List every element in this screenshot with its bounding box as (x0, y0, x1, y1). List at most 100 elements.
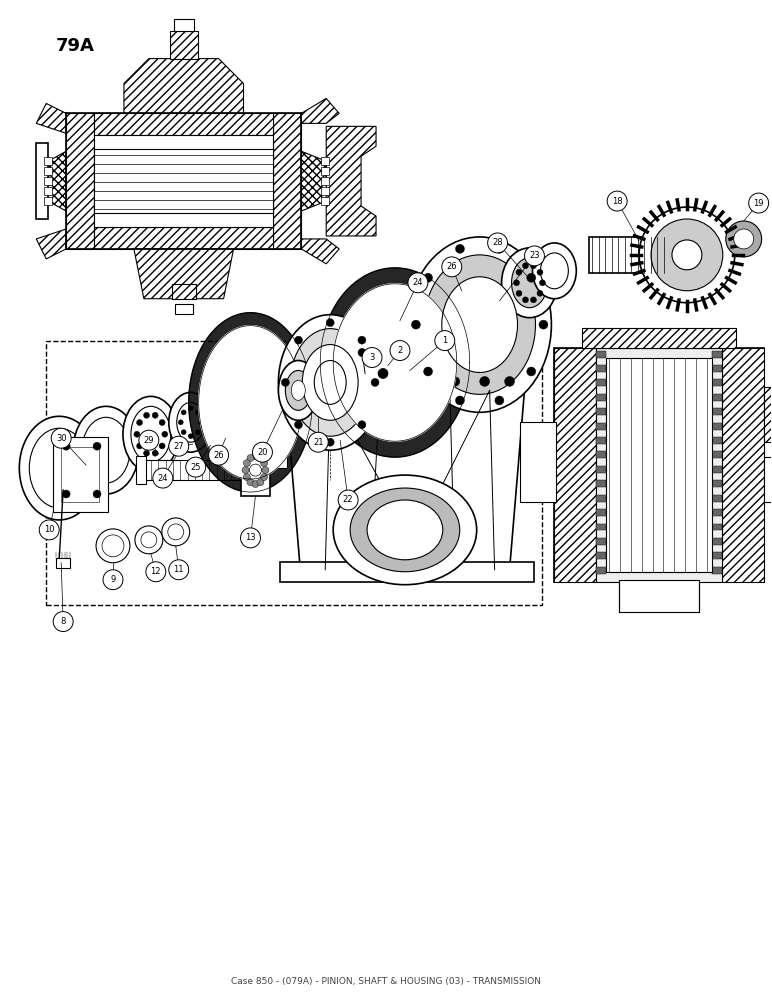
Circle shape (63, 442, 70, 450)
Circle shape (243, 474, 250, 481)
Bar (596, 552, 606, 559)
Bar (554, 348, 764, 582)
Circle shape (137, 420, 143, 426)
Circle shape (261, 460, 268, 467)
Text: 24: 24 (157, 474, 168, 483)
Circle shape (159, 420, 165, 426)
Text: 21: 21 (313, 438, 323, 447)
Circle shape (362, 348, 382, 367)
Bar (712, 408, 722, 415)
Circle shape (152, 412, 158, 418)
Bar (44, 167, 52, 175)
Circle shape (241, 528, 260, 548)
Circle shape (672, 240, 702, 270)
Ellipse shape (424, 255, 536, 394)
Bar (589, 237, 669, 273)
Circle shape (435, 331, 455, 351)
Circle shape (257, 455, 264, 462)
Bar (596, 524, 606, 530)
Polygon shape (134, 249, 234, 299)
Circle shape (442, 257, 462, 277)
Circle shape (527, 367, 536, 376)
Circle shape (252, 481, 259, 488)
Circle shape (153, 468, 173, 488)
Circle shape (162, 518, 190, 546)
Circle shape (134, 431, 140, 437)
Circle shape (488, 233, 507, 253)
Circle shape (188, 406, 193, 411)
Bar (712, 351, 722, 358)
Ellipse shape (540, 253, 568, 289)
Circle shape (726, 221, 762, 257)
Bar (582, 328, 736, 348)
Circle shape (530, 297, 537, 303)
Bar (764, 457, 772, 502)
Polygon shape (94, 113, 273, 135)
Text: 19: 19 (753, 199, 764, 208)
Circle shape (530, 263, 537, 269)
Circle shape (479, 376, 489, 386)
Ellipse shape (279, 315, 382, 450)
Text: 25: 25 (191, 463, 201, 472)
Circle shape (495, 396, 504, 405)
Circle shape (144, 450, 150, 456)
Bar (174, 304, 193, 314)
Circle shape (249, 464, 262, 476)
Text: 28: 28 (493, 238, 503, 247)
Bar (53, 437, 108, 512)
Circle shape (450, 376, 460, 386)
Polygon shape (36, 103, 66, 133)
Bar (321, 157, 329, 165)
Bar (712, 437, 722, 444)
Polygon shape (301, 239, 339, 264)
Circle shape (327, 438, 334, 446)
Ellipse shape (82, 417, 130, 483)
Text: 2: 2 (398, 346, 402, 355)
Text: 20: 20 (257, 448, 268, 457)
Bar (712, 365, 722, 372)
Bar (712, 538, 722, 545)
Circle shape (144, 412, 150, 418)
Text: 8: 8 (60, 617, 66, 626)
Circle shape (415, 376, 425, 386)
Circle shape (247, 479, 254, 486)
Bar (712, 567, 722, 574)
Text: 1: 1 (442, 336, 448, 345)
Circle shape (424, 273, 432, 282)
Bar (712, 423, 722, 430)
Circle shape (294, 421, 303, 429)
Bar (46, 341, 543, 605)
Polygon shape (301, 151, 327, 211)
Bar (712, 451, 722, 458)
Ellipse shape (169, 392, 212, 452)
Circle shape (355, 376, 365, 386)
Circle shape (290, 376, 300, 386)
Ellipse shape (442, 277, 517, 372)
Bar (596, 408, 606, 415)
Circle shape (524, 246, 544, 266)
Text: 9: 9 (110, 575, 116, 584)
Circle shape (195, 410, 200, 415)
Bar (596, 451, 606, 458)
Circle shape (495, 244, 504, 253)
Circle shape (162, 431, 168, 437)
Bar (606, 358, 712, 572)
Circle shape (455, 244, 465, 253)
Circle shape (749, 193, 769, 213)
Bar (520, 422, 557, 502)
Circle shape (195, 430, 200, 435)
Ellipse shape (533, 243, 577, 299)
Ellipse shape (512, 258, 547, 308)
Circle shape (181, 430, 186, 435)
Bar (619, 580, 699, 612)
Bar (596, 351, 606, 358)
Circle shape (639, 207, 735, 303)
Text: 22: 22 (343, 495, 354, 504)
Ellipse shape (207, 395, 231, 429)
Bar (44, 197, 52, 205)
Circle shape (516, 290, 522, 296)
Circle shape (93, 490, 101, 498)
Bar (241, 444, 270, 496)
Circle shape (53, 612, 73, 632)
Ellipse shape (350, 488, 460, 572)
